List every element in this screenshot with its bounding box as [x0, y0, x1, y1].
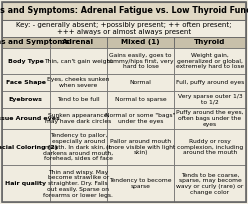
Text: Thyroid: Thyroid	[194, 39, 226, 45]
Text: Ruddy or rosy
complexion, including
around the mouth: Ruddy or rosy complexion, including arou…	[177, 139, 243, 155]
Text: Signs and Symptoms: Adrenal Fatigue vs. Low Thyroid Function: Signs and Symptoms: Adrenal Fatigue vs. …	[0, 6, 248, 15]
Text: Normal to sparse: Normal to sparse	[115, 97, 166, 102]
Bar	[107, 165, 174, 202]
Bar	[2, 74, 50, 91]
Bar	[174, 74, 246, 91]
Bar	[2, 2, 246, 20]
Text: Mixed (1): Mixed (1)	[121, 39, 160, 45]
Text: Eyebrows: Eyebrows	[9, 97, 43, 102]
Text: Face Shape: Face Shape	[6, 80, 46, 85]
Text: Signs and Symptoms: Signs and Symptoms	[0, 39, 69, 45]
Bar	[2, 20, 246, 37]
Text: Full, puffy around eyes: Full, puffy around eyes	[176, 80, 244, 85]
Bar	[174, 129, 246, 165]
Text: Pallor around mouth
(more visible with light
skin): Pallor around mouth (more visible with l…	[106, 139, 175, 155]
Bar	[2, 108, 50, 129]
Text: Tend to be full: Tend to be full	[57, 97, 99, 102]
Bar	[50, 48, 107, 74]
Text: Tends to be coarse,
sparse, may become
wavy or curly (rare) or
change color: Tends to be coarse, sparse, may become w…	[176, 173, 244, 195]
Text: Key: - generally absent; +possibly present; ++ often present;
+++ always or almo: Key: - generally absent; +possibly prese…	[16, 22, 232, 35]
Bar	[107, 48, 174, 74]
Text: Eyes, cheeks sunken
when severe: Eyes, cheeks sunken when severe	[47, 77, 109, 88]
Text: Adrenal: Adrenal	[62, 39, 94, 45]
Text: Very sparse outer 1/3
to 1/2: Very sparse outer 1/3 to 1/2	[178, 94, 242, 105]
Text: Thin, can't gain weight: Thin, can't gain weight	[44, 59, 113, 63]
Bar	[107, 37, 174, 48]
Bar	[174, 108, 246, 129]
Bar	[174, 48, 246, 74]
Bar	[2, 165, 50, 202]
Text: Tissue Around eyes: Tissue Around eyes	[0, 116, 60, 121]
Text: Weight gain,
generalized or global,
extremely hard to lose: Weight gain, generalized or global, extr…	[176, 53, 244, 69]
Bar	[50, 91, 107, 108]
Text: Normal or some "bags"
under the eyes: Normal or some "bags" under the eyes	[105, 113, 176, 124]
Bar	[50, 37, 107, 48]
Bar	[107, 74, 174, 91]
Text: Sunken appearance,
may have dark circles: Sunken appearance, may have dark circles	[45, 113, 111, 124]
Bar	[107, 108, 174, 129]
Bar	[50, 165, 107, 202]
Bar	[2, 91, 50, 108]
Bar	[2, 37, 50, 48]
Text: Tendency to become
sparse: Tendency to become sparse	[109, 178, 172, 189]
Bar	[50, 74, 107, 91]
Text: Tendency to pallor,
especially around
mouth. In dark skin, it
darkens around mou: Tendency to pallor, especially around mo…	[43, 133, 113, 161]
Bar	[174, 165, 246, 202]
Bar	[174, 91, 246, 108]
Text: Puffy around the eyes,
often bags under the
eyes: Puffy around the eyes, often bags under …	[176, 110, 244, 127]
Bar	[2, 129, 50, 165]
Bar	[107, 91, 174, 108]
Bar	[50, 108, 107, 129]
Bar	[107, 129, 174, 165]
Text: Facial Coloring (2): Facial Coloring (2)	[0, 145, 58, 150]
Bar	[174, 37, 246, 48]
Text: Thin and wispy. May
become strawlike or
straighter. Dry. Falls
out easily. Spars: Thin and wispy. May become strawlike or …	[43, 170, 113, 198]
Text: Normal: Normal	[129, 80, 152, 85]
Text: Gains easily, goes to
tummy/hips first, very
hard to lose: Gains easily, goes to tummy/hips first, …	[107, 53, 174, 69]
Text: Body Type: Body Type	[8, 59, 44, 63]
Text: Hair quality: Hair quality	[5, 181, 46, 186]
Bar	[50, 129, 107, 165]
Bar	[2, 48, 50, 74]
